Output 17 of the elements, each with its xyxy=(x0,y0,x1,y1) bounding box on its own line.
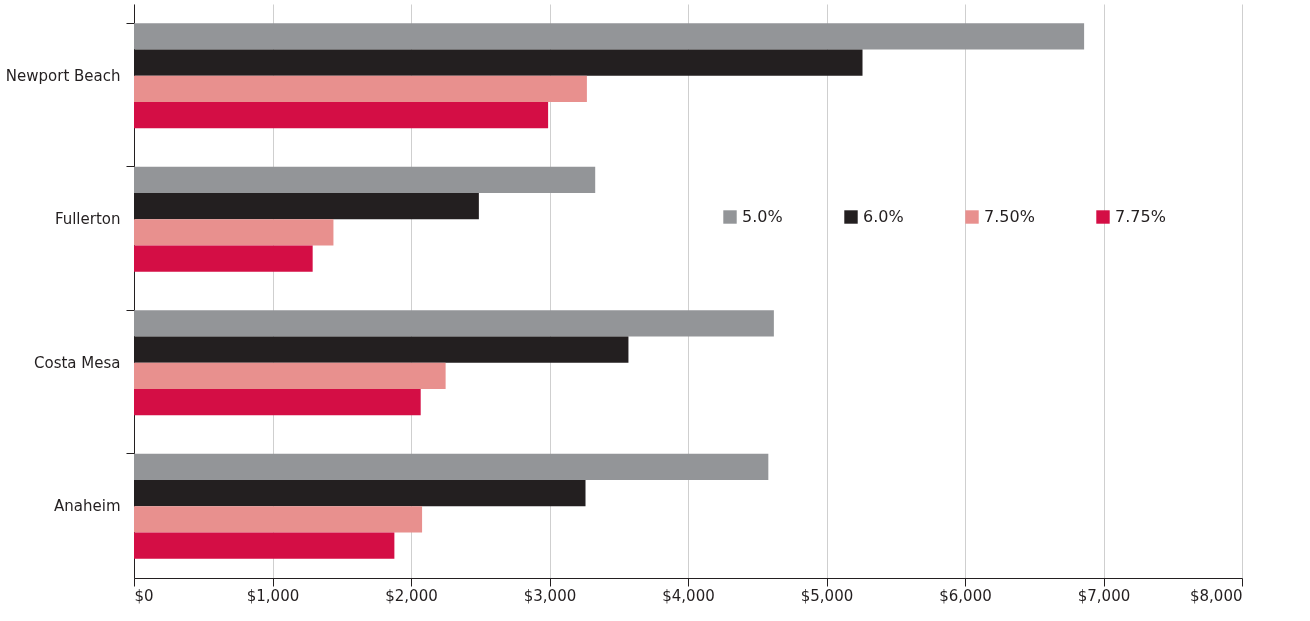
y-tick-label: Fullerton xyxy=(54,210,121,229)
x-tick-label: $0 xyxy=(134,586,154,605)
x-tick-label: $8,000 xyxy=(1190,586,1243,605)
x-tick-label: $6,000 xyxy=(939,586,992,605)
legend-label: 7.50% xyxy=(984,207,1035,226)
legend-label: 5.0% xyxy=(742,207,783,226)
legend-label: 7.75% xyxy=(1115,207,1166,226)
x-tick-label: $4,000 xyxy=(662,586,715,605)
x-tick-label: $1,000 xyxy=(246,586,300,605)
x-tick-label: $3,000 xyxy=(523,586,577,605)
x-tick-label: $2,000 xyxy=(385,586,438,605)
x-tick-label: $7,000 xyxy=(1077,586,1131,605)
y-tick-label: Anaheim xyxy=(54,497,121,516)
x-tick-label: $5,000 xyxy=(800,586,854,605)
legend-label: 6.0% xyxy=(863,207,904,226)
y-tick-label: Costa Mesa xyxy=(34,353,121,372)
y-tick-label: Newport Beach xyxy=(5,66,121,85)
